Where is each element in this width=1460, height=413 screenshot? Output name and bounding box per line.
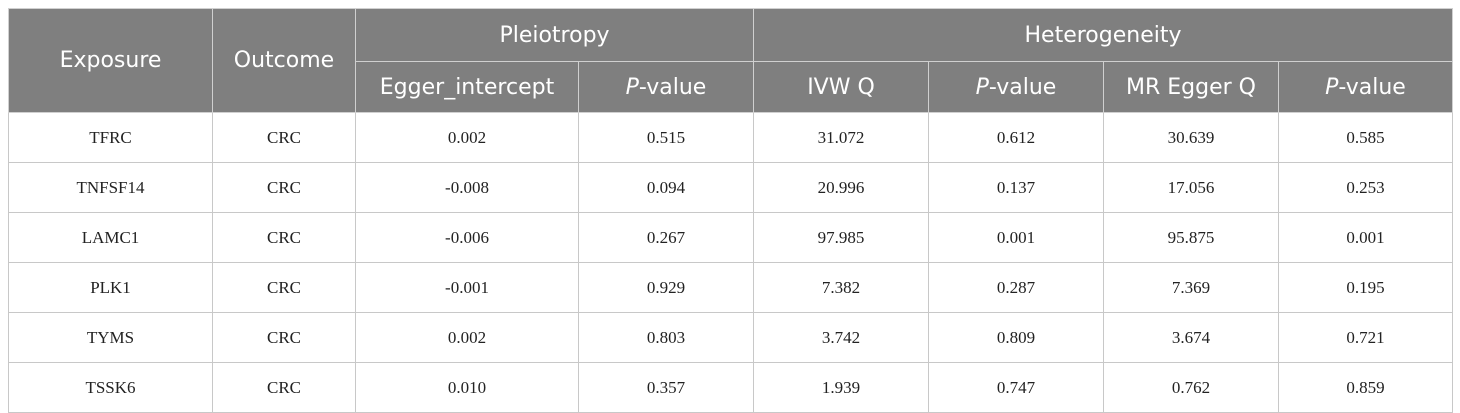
table-row: TYMS CRC 0.002 0.803 3.742 0.809 3.674 0.721 (8, 312, 1453, 363)
table-cell: 97.985 (753, 212, 929, 263)
header-text: Egger_intercept (379, 74, 555, 100)
table-cell: 95.875 (1103, 212, 1279, 263)
table-body: TFRC CRC 0.002 0.515 31.072 0.612 30.639 0.585 T… (8, 112, 1453, 413)
table-cell: 3.674 (1103, 312, 1279, 363)
table-cell: 0.267 (578, 212, 754, 263)
table-cell: 0.721 (1278, 312, 1453, 363)
table-cell: 7.369 (1103, 262, 1279, 313)
table-cell: 17.056 (1103, 162, 1279, 213)
header-text: IVW Q (807, 74, 875, 100)
header-cell: Outcome (212, 8, 356, 113)
table-cell: 3.742 (753, 312, 929, 363)
header-cell: Pleiotropy (355, 8, 754, 62)
table-cell: 0.001 (928, 212, 1104, 263)
header-cell: Egger_intercept (355, 61, 579, 113)
table-cell: 31.072 (753, 112, 929, 163)
table-cell: TYMS (8, 312, 213, 363)
table-cell: 0.253 (1278, 162, 1453, 213)
table-cell: 0.515 (578, 112, 754, 163)
table-cell: 0.859 (1278, 362, 1453, 413)
table-cell: 0.357 (578, 362, 754, 413)
header-cell: MR Egger Q (1103, 61, 1279, 113)
table-cell: 0.137 (928, 162, 1104, 213)
header-cell: Heterogeneity (753, 8, 1453, 62)
header-cell: P-value (578, 61, 754, 113)
table-cell: 0.803 (578, 312, 754, 363)
header-italic: P (625, 74, 639, 100)
header-text: -value (638, 74, 707, 100)
table-cell: TFRC (8, 112, 213, 163)
table-cell: 0.002 (355, 312, 579, 363)
table-cell: 0.002 (355, 112, 579, 163)
table-cell: 7.382 (753, 262, 929, 313)
header-text: -value (988, 74, 1057, 100)
table-cell: 0.287 (928, 262, 1104, 313)
table-row: LAMC1 CRC -0.006 0.267 97.985 0.001 95.875 0.00… (8, 212, 1453, 263)
table-cell: -0.001 (355, 262, 579, 313)
header-text: -value (1338, 74, 1406, 100)
table-cell: PLK1 (8, 262, 213, 313)
table-cell: 1.939 (753, 362, 929, 413)
table-cell: CRC (212, 362, 356, 413)
table-cell: 0.001 (1278, 212, 1453, 263)
table-row: PLK1 CRC -0.001 0.929 7.382 0.287 7.369 0.195 (8, 262, 1453, 313)
header-italic: P (1325, 74, 1339, 100)
table-cell: 20.996 (753, 162, 929, 213)
results-table: Exposure Outcome Pleiotropy Heterogeneit… (8, 8, 1453, 413)
table-cell: CRC (212, 162, 356, 213)
table-cell: 0.195 (1278, 262, 1453, 313)
header-cell: IVW Q (753, 61, 929, 113)
table-row: TNFSF14 CRC -0.008 0.094 20.996 0.137 17.056 0.… (8, 162, 1453, 213)
header-italic: P (975, 74, 989, 100)
table-cell: CRC (212, 262, 356, 313)
sub-header-row: Egger_intercept P-value IVW Q P-value MR Egg… (9, 61, 1453, 113)
header-cell: P-value (1278, 61, 1453, 113)
table-cell: 0.094 (578, 162, 754, 213)
table-cell: LAMC1 (8, 212, 213, 263)
table-cell: CRC (212, 312, 356, 363)
table-cell: CRC (212, 212, 356, 263)
table-cell: -0.008 (355, 162, 579, 213)
table-cell: TNFSF14 (8, 162, 213, 213)
table-row: TSSK6 CRC 0.010 0.357 1.939 0.747 0.762 0.859 (8, 362, 1453, 413)
table-cell: 0.809 (928, 312, 1104, 363)
header-text: MR Egger Q (1126, 74, 1256, 100)
table-cell: TSSK6 (8, 362, 213, 413)
table-cell: 30.639 (1103, 112, 1279, 163)
table-cell: 0.585 (1278, 112, 1453, 163)
table-cell: CRC (212, 112, 356, 163)
table-cell: -0.006 (355, 212, 579, 263)
header-cell: Exposure (8, 8, 213, 113)
header-cell: P-value (928, 61, 1104, 113)
table-cell: 0.747 (928, 362, 1104, 413)
table-cell: 0.010 (355, 362, 579, 413)
table-cell: 0.612 (928, 112, 1104, 163)
table-row: TFRC CRC 0.002 0.515 31.072 0.612 30.639 0.585 (8, 112, 1453, 163)
table-cell: 0.929 (578, 262, 754, 313)
table-cell: 0.762 (1103, 362, 1279, 413)
